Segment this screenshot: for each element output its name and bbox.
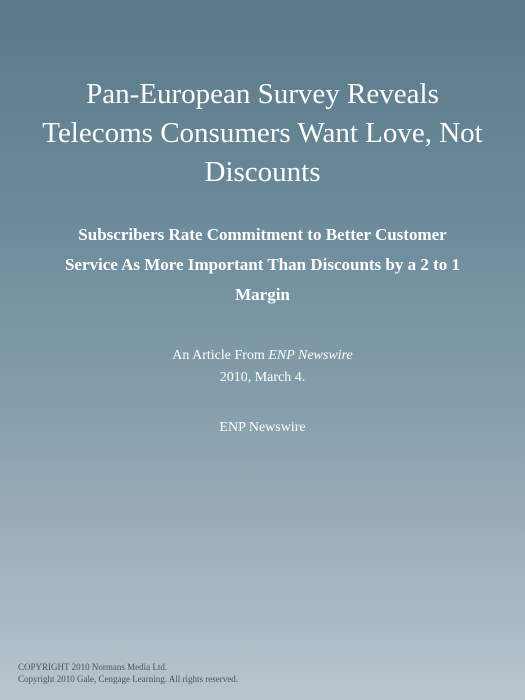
copyright-line-2: Copyright 2010 Gale, Cengage Learning. A… [18,673,238,686]
cover-content: Pan-European Survey Reveals Telecoms Con… [0,0,525,436]
source-prefix: An Article From [172,348,268,363]
source-name: ENP Newswire [268,348,352,363]
article-subtitle: Subscribers Rate Commitment to Better Cu… [40,220,485,309]
publication-date: 2010, March 4. [40,370,485,386]
copyright-line-1: COPYRIGHT 2010 Normans Media Ltd. [18,661,238,674]
author-name: ENP Newswire [40,420,485,436]
copyright-footer: COPYRIGHT 2010 Normans Media Ltd. Copyri… [18,661,238,686]
article-title: Pan-European Survey Reveals Telecoms Con… [40,75,485,192]
source-line: An Article From ENP Newswire [40,348,485,364]
